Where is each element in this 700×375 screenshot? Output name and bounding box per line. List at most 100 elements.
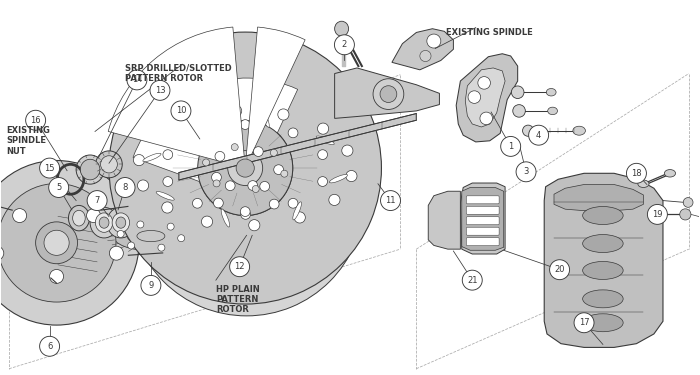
- FancyBboxPatch shape: [466, 227, 499, 235]
- Circle shape: [0, 183, 116, 302]
- Polygon shape: [461, 183, 505, 254]
- Ellipse shape: [335, 21, 349, 36]
- Text: HP PLAIN
PATTERN
ROTOR: HP PLAIN PATTERN ROTOR: [216, 285, 260, 315]
- Text: 4: 4: [536, 131, 541, 140]
- Circle shape: [329, 194, 340, 206]
- FancyBboxPatch shape: [466, 217, 499, 225]
- Polygon shape: [462, 188, 504, 250]
- Circle shape: [294, 212, 305, 223]
- Ellipse shape: [106, 218, 195, 254]
- Ellipse shape: [638, 180, 649, 188]
- Text: 13: 13: [155, 86, 165, 95]
- Text: 19: 19: [652, 210, 663, 219]
- Ellipse shape: [582, 314, 623, 332]
- Text: 9: 9: [148, 281, 153, 290]
- Circle shape: [40, 336, 60, 356]
- Circle shape: [260, 182, 270, 191]
- Circle shape: [427, 34, 441, 48]
- Circle shape: [214, 198, 223, 208]
- Ellipse shape: [107, 207, 135, 238]
- Ellipse shape: [316, 136, 334, 145]
- Circle shape: [230, 257, 250, 277]
- Circle shape: [248, 181, 258, 190]
- Ellipse shape: [113, 222, 188, 251]
- Text: 8: 8: [122, 183, 127, 192]
- Circle shape: [163, 150, 173, 159]
- Text: 1: 1: [508, 142, 513, 151]
- Circle shape: [50, 270, 64, 284]
- Circle shape: [163, 177, 173, 186]
- Circle shape: [137, 221, 144, 228]
- Circle shape: [373, 79, 404, 110]
- Text: 21: 21: [467, 276, 477, 285]
- Circle shape: [626, 164, 646, 183]
- Circle shape: [141, 275, 161, 296]
- Circle shape: [270, 149, 277, 156]
- Text: 7: 7: [94, 196, 100, 205]
- Ellipse shape: [582, 235, 623, 252]
- Circle shape: [127, 70, 147, 90]
- Circle shape: [270, 199, 279, 209]
- Circle shape: [44, 230, 69, 255]
- Text: EXISTING SPINDLE: EXISTING SPINDLE: [447, 28, 533, 37]
- Text: 11: 11: [385, 196, 396, 205]
- Circle shape: [211, 172, 221, 182]
- Circle shape: [335, 35, 354, 55]
- Circle shape: [500, 136, 521, 156]
- Circle shape: [150, 130, 162, 142]
- Ellipse shape: [293, 202, 302, 220]
- Ellipse shape: [90, 207, 118, 238]
- Polygon shape: [466, 68, 505, 127]
- Circle shape: [381, 190, 400, 210]
- Circle shape: [240, 207, 250, 216]
- Circle shape: [109, 246, 123, 260]
- Text: 20: 20: [554, 265, 565, 274]
- Ellipse shape: [73, 210, 85, 226]
- Circle shape: [420, 50, 431, 62]
- Circle shape: [468, 91, 481, 104]
- Circle shape: [253, 147, 263, 156]
- Circle shape: [162, 202, 173, 213]
- Circle shape: [318, 177, 328, 186]
- Circle shape: [683, 198, 693, 207]
- Circle shape: [127, 242, 134, 249]
- Text: 17: 17: [579, 318, 589, 327]
- Circle shape: [513, 105, 526, 117]
- Circle shape: [202, 159, 209, 166]
- Circle shape: [171, 101, 191, 121]
- Ellipse shape: [189, 116, 197, 134]
- Text: 18: 18: [631, 169, 642, 178]
- Circle shape: [480, 112, 493, 125]
- Ellipse shape: [143, 153, 161, 162]
- Wedge shape: [133, 78, 298, 199]
- Polygon shape: [178, 114, 416, 180]
- Circle shape: [248, 220, 260, 231]
- Ellipse shape: [69, 206, 90, 231]
- Text: 12: 12: [234, 262, 245, 271]
- Circle shape: [252, 186, 259, 192]
- Circle shape: [0, 160, 139, 325]
- Wedge shape: [130, 81, 364, 316]
- Ellipse shape: [582, 290, 623, 308]
- Ellipse shape: [112, 213, 130, 232]
- Ellipse shape: [96, 151, 122, 178]
- Circle shape: [550, 260, 570, 280]
- Wedge shape: [108, 27, 245, 168]
- Text: SRP DRILLED/SLOTTED
PATTERN ROTOR: SRP DRILLED/SLOTTED PATTERN ROTOR: [125, 63, 232, 83]
- Circle shape: [225, 181, 235, 190]
- Ellipse shape: [547, 107, 557, 115]
- Circle shape: [134, 154, 145, 166]
- Circle shape: [115, 177, 135, 198]
- Circle shape: [274, 165, 284, 174]
- Polygon shape: [428, 191, 461, 249]
- Circle shape: [231, 144, 238, 151]
- Circle shape: [380, 86, 397, 102]
- Circle shape: [241, 210, 251, 219]
- FancyBboxPatch shape: [466, 206, 499, 214]
- Circle shape: [478, 76, 491, 89]
- Circle shape: [117, 231, 124, 237]
- Text: 16: 16: [30, 116, 41, 125]
- Circle shape: [213, 180, 220, 187]
- Circle shape: [240, 120, 250, 129]
- Circle shape: [231, 183, 262, 214]
